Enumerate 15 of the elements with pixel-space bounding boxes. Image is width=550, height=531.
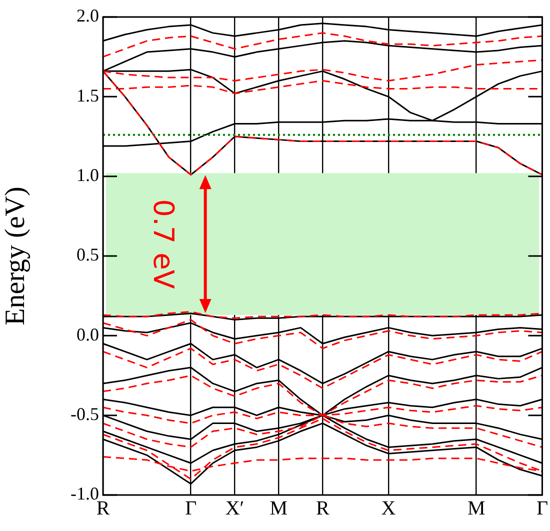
y-tick-label: 0.5: [76, 244, 99, 265]
x-tick-label: M: [467, 497, 486, 520]
y-axis-title: Energy (eV): [0, 186, 32, 326]
annotation: 0.7 eV: [147, 199, 180, 289]
y-tick-label: 0.0: [76, 324, 99, 344]
x-tick-label: Γ: [536, 497, 548, 520]
y-tick-label: 2.0: [76, 6, 99, 26]
x-tick-label: R: [316, 497, 330, 520]
y-tick-label: 1.5: [76, 85, 99, 106]
x-tick-label: X′: [225, 497, 244, 520]
x-tick-label: X: [381, 497, 396, 520]
x-tick-label: Γ: [185, 497, 197, 520]
y-tick-label: -0.5: [70, 404, 99, 424]
x-tick-label: M: [270, 497, 288, 520]
y-tick-label: 1.0: [76, 165, 99, 186]
